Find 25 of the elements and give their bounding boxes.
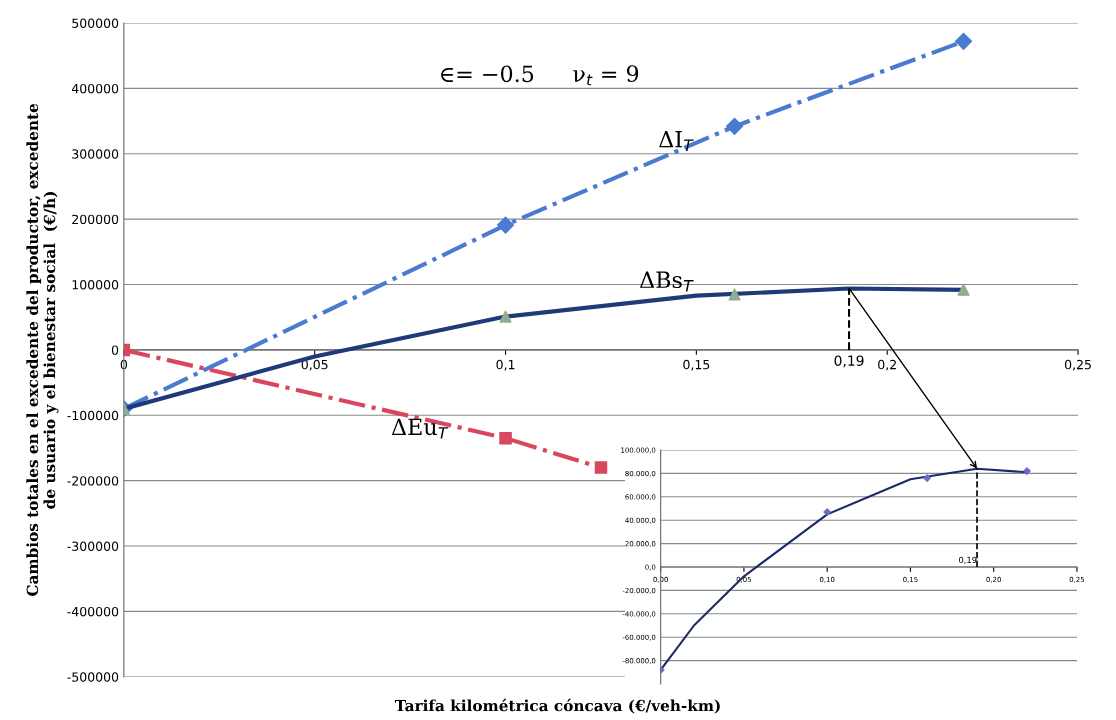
x-tick-label: 0,05 (301, 359, 328, 371)
y-tick-label: -400000 (67, 606, 119, 617)
y-tick-label: -200000 (67, 476, 119, 486)
y-tick-label: -500000 (67, 672, 119, 682)
x-tick-label: 0,1 (496, 359, 515, 371)
y-tick-label: -300000 (67, 541, 119, 551)
y-tick-label: 300000 (72, 149, 119, 159)
x-tick-label: 0,25 (1064, 359, 1091, 371)
x-axis-title: Tarifa kilométrica cóncava (€/veh-km) (394, 698, 720, 714)
y-tick-label: 400000 (71, 83, 119, 94)
y-tick-label: 0 (111, 345, 119, 355)
annotation: ΔBs$_{T}$ (639, 271, 694, 292)
x-tick-label: 0,2 (878, 359, 896, 371)
annotation: ΔEu$_{T}$ (391, 418, 449, 439)
ref-line-label: 0,19 (834, 355, 864, 368)
y-tick-label: 100000 (72, 280, 119, 290)
y-tick-label: 200000 (72, 214, 119, 225)
annotation: ν$_{t}$ = 9 (573, 65, 639, 86)
ref-line-label: 0,19 (959, 556, 977, 564)
x-tick-label: 0,15 (683, 359, 710, 371)
x-tick-label: 0 (120, 359, 128, 370)
y-tick-label: -100000 (67, 410, 119, 421)
y-tick-label: 500000 (72, 18, 119, 28)
annotation: ∈= −0.5 (441, 65, 534, 83)
y-axis-title: Cambios totales en el excedente del productor, excedente de usuario y el bienestar social (€/h) (26, 103, 59, 596)
